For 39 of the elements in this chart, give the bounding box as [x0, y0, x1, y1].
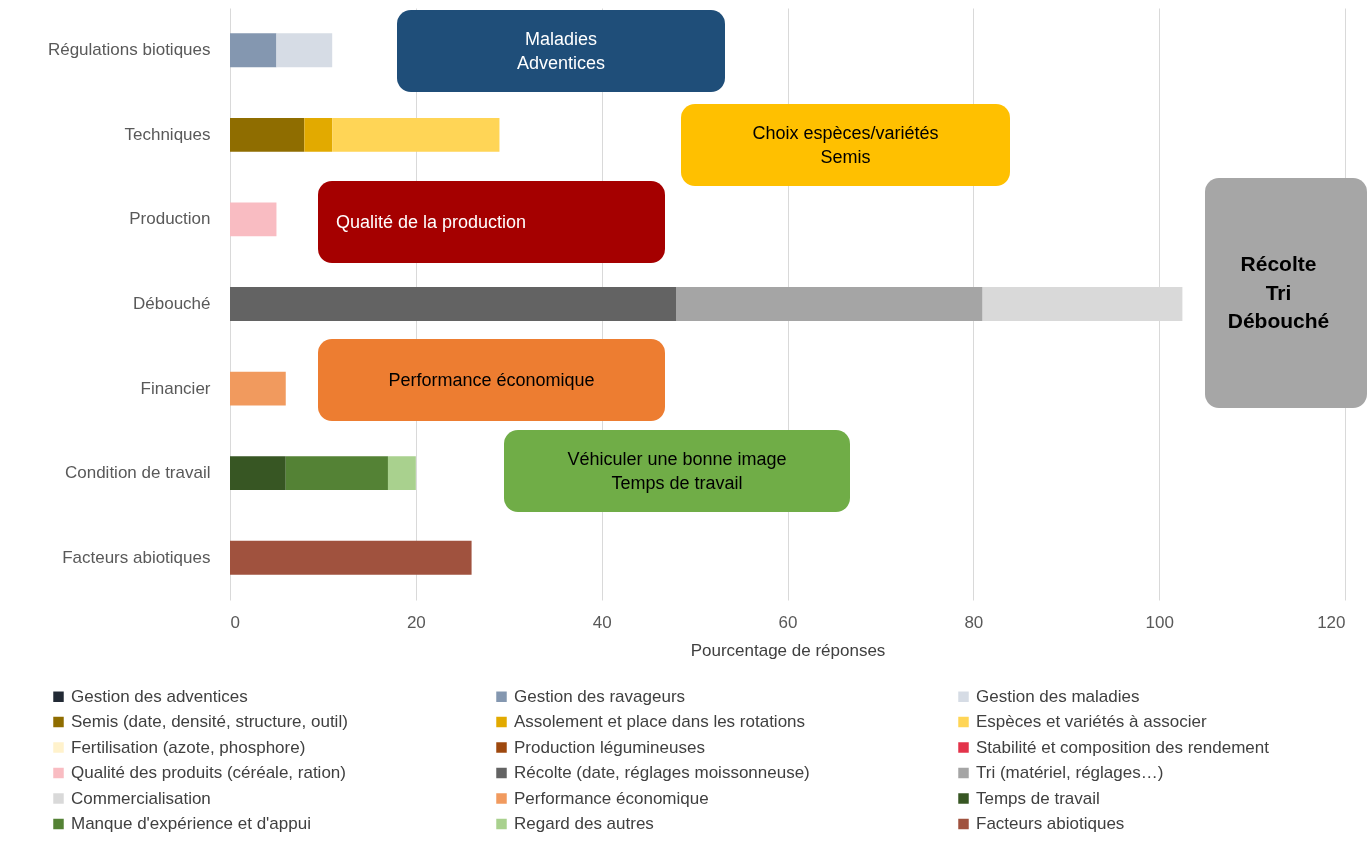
x-tick-label: 80 [964, 612, 984, 632]
x-tick-label: 40 [592, 612, 612, 632]
rounded-label-box: Maladies Adventices [397, 10, 725, 92]
rounded-label-box: Performance économique [318, 339, 665, 421]
x-tick-label: 100 [1145, 612, 1174, 632]
legend-label: Gestion des ravageurs [514, 686, 686, 706]
legend-label: Qualité des produits (céréale, ration) [71, 763, 346, 782]
y-tick-label: Techniques [124, 124, 211, 144]
y-tick-label: Débouché [132, 294, 211, 313]
rounded-label-box: Véhiculer une bonne image Temps de travail [504, 430, 850, 512]
legend-label: Fertilisation (azote, phosphore) [71, 737, 306, 757]
x-tick-label: 60 [778, 612, 798, 632]
x-tick-label: 120 [1317, 612, 1346, 632]
legend-label: Facteurs abiotiques [976, 814, 1125, 833]
legend-label: Performance économique [514, 788, 709, 808]
y-tick-label: Production [129, 209, 211, 229]
legend-label: Regard des autres [514, 814, 654, 833]
legend-label: Gestion des maladies [976, 686, 1140, 706]
legend-label: Semis (date, densité, structure, outil) [71, 712, 348, 731]
y-tick-label: Financier [140, 378, 211, 398]
x-axis-title: Pourcentage de réponses [690, 640, 886, 660]
legend-label: Gestion des adventices [71, 686, 248, 706]
legend-label: Stabilité et composition des rendement [976, 737, 1270, 757]
y-tick-label: Condition de travail [64, 463, 211, 483]
x-tick-label: 20 [406, 612, 426, 632]
y-tick-label: Régulations biotiques [47, 40, 211, 60]
legend-label: Temps de travail [976, 788, 1100, 808]
legend-label: Espèces et variétés à associer [976, 712, 1207, 731]
legend-label: Assolement et place dans les rotations [514, 712, 806, 731]
legend-label: Manque d'expérience et d'appui [71, 814, 311, 833]
rounded-label-box: Choix espèces/variétés Semis [681, 104, 1010, 186]
legend-label: Récolte (date, réglages moissonneuse) [514, 763, 810, 782]
legend-label: Tri (matériel, réglages…) [976, 763, 1164, 782]
x-tick-label: 0 [230, 612, 240, 632]
rounded-label-box: Qualité de la production [318, 181, 665, 263]
legend-label: Production légumineuses [514, 737, 705, 757]
rounded-label-box: Récolte Tri Débouché [1205, 178, 1367, 408]
y-tick-label: Facteurs abiotiques [62, 547, 211, 567]
legend-label: Commercialisation [71, 788, 211, 808]
